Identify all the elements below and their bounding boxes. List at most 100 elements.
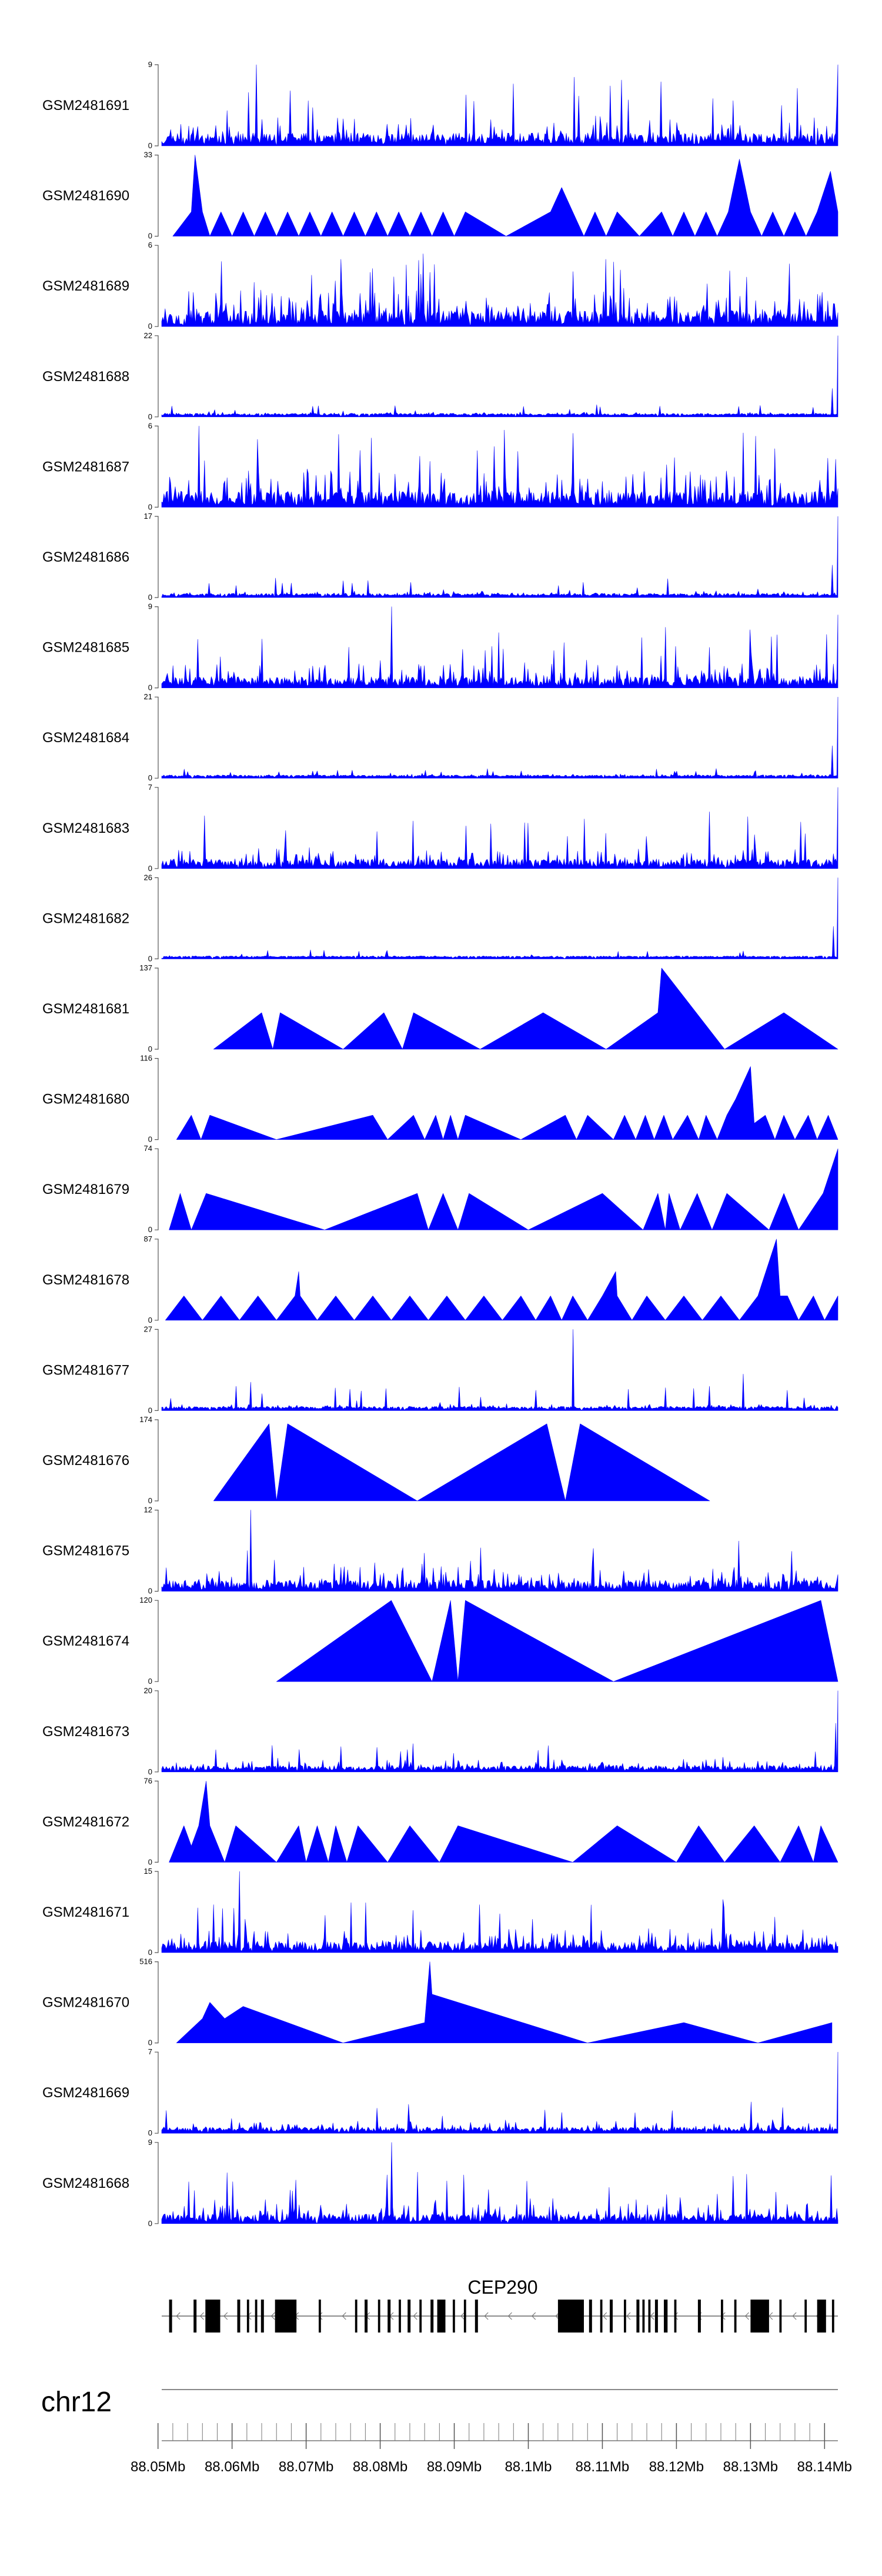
coverage-area bbox=[176, 1066, 838, 1140]
track-GSM2481679: GSM2481679 74 0 bbox=[42, 1144, 838, 1234]
track-name-label: GSM2481684 bbox=[42, 730, 129, 746]
coverage-area bbox=[176, 1961, 833, 2043]
track-GSM2481685: GSM2481685 9 0 bbox=[42, 602, 838, 692]
exon bbox=[600, 2300, 603, 2333]
track-name-label: GSM2481672 bbox=[42, 1814, 129, 1830]
coverage-tracks: GSM248169190GSM2481690330GSM248168960GSM… bbox=[42, 60, 838, 2228]
exon bbox=[636, 2300, 640, 2333]
track-name-label: GSM2481682 bbox=[42, 910, 129, 926]
gene-name-label: CEP290 bbox=[467, 2277, 537, 2298]
exon bbox=[237, 2300, 240, 2333]
track-y-axis bbox=[155, 1058, 159, 1140]
track-name-label: GSM2481681 bbox=[42, 1001, 129, 1017]
chromosome-label: chr12 bbox=[41, 2387, 112, 2418]
track-y-axis bbox=[155, 2051, 159, 2134]
track-ymax-label: 76 bbox=[144, 1776, 152, 1785]
track-GSM2481674: GSM2481674 120 0 bbox=[42, 1596, 838, 1686]
track-ymax-label: 74 bbox=[144, 1144, 152, 1153]
track-ymin-label: 0 bbox=[148, 593, 152, 602]
track-ymin-label: 0 bbox=[148, 954, 152, 963]
coverage-area bbox=[161, 1690, 838, 1773]
exon bbox=[205, 2300, 220, 2333]
exon bbox=[387, 2300, 391, 2333]
track-ymax-label: 15 bbox=[144, 1867, 152, 1876]
track-y-axis bbox=[155, 245, 159, 327]
track-name-label: GSM2481687 bbox=[42, 459, 129, 475]
track-name-label: GSM2481675 bbox=[42, 1543, 129, 1559]
track-y-axis bbox=[155, 1780, 159, 1863]
track-GSM2481675: GSM2481675 12 0 bbox=[42, 1506, 838, 1596]
track-ymax-label: 33 bbox=[144, 151, 152, 159]
track-GSM2481677: GSM2481677 27 0 bbox=[42, 1324, 838, 1414]
track-name-label: GSM2481676 bbox=[42, 1453, 129, 1469]
track-y-axis bbox=[155, 64, 159, 146]
track-ymax-label: 87 bbox=[144, 1234, 152, 1243]
track-GSM2481690: GSM2481690 33 0 bbox=[42, 151, 838, 241]
track-y-axis bbox=[155, 516, 159, 598]
track-y-axis bbox=[155, 335, 159, 418]
track-GSM2481672: GSM2481672 76 0 bbox=[42, 1776, 838, 1866]
strand-arrow bbox=[602, 2312, 607, 2320]
track-ymin-label: 0 bbox=[148, 1406, 152, 1414]
exon bbox=[817, 2300, 826, 2333]
track-ymax-label: 137 bbox=[139, 963, 152, 972]
axis-tick-label: 88.09Mb bbox=[427, 2459, 482, 2475]
genome-axis: 88.05Mb 88.06Mb 88.07Mb 88.08Mb 88.09Mb 88.1M… bbox=[131, 2423, 852, 2475]
track-ymax-label: 6 bbox=[148, 241, 152, 249]
track-ymax-label: 6 bbox=[148, 421, 152, 430]
exon bbox=[407, 2300, 411, 2333]
track-y-axis bbox=[155, 155, 159, 237]
track-ymin-label: 0 bbox=[148, 232, 152, 241]
track-name-label: GSM2481688 bbox=[42, 369, 129, 385]
axis-tick-label: 88.06Mb bbox=[205, 2459, 259, 2475]
strand-arrow bbox=[342, 2312, 346, 2320]
track-ymax-label: 21 bbox=[144, 692, 152, 701]
track-y-axis bbox=[155, 1148, 159, 1230]
track-name-label: GSM2481677 bbox=[42, 1362, 129, 1378]
exon bbox=[419, 2300, 422, 2333]
strand-arrow bbox=[531, 2312, 536, 2320]
axis-tick-label: 88.13Mb bbox=[723, 2459, 778, 2475]
track-name-label: GSM2481680 bbox=[42, 1092, 129, 1107]
strand-arrow bbox=[484, 2312, 489, 2320]
track-GSM2481670: GSM2481670 516 0 bbox=[42, 1957, 833, 2047]
track-GSM2481684: GSM2481684 21 0 bbox=[42, 692, 838, 782]
track-GSM2481683: GSM2481683 7 0 bbox=[42, 783, 838, 873]
track-ymax-label: 516 bbox=[139, 1957, 152, 1966]
track-y-axis bbox=[155, 787, 159, 869]
strand-arrow bbox=[744, 2312, 749, 2320]
track-name-label: GSM2481679 bbox=[42, 1182, 129, 1197]
track-y-axis bbox=[155, 967, 159, 1050]
track-name-label: GSM2481689 bbox=[42, 278, 129, 294]
track-ymax-label: 20 bbox=[144, 1686, 152, 1695]
exon bbox=[453, 2300, 455, 2333]
coverage-area bbox=[161, 516, 838, 598]
exon bbox=[275, 2300, 297, 2333]
coverage-area bbox=[161, 253, 838, 327]
exon bbox=[674, 2300, 677, 2333]
exon bbox=[255, 2300, 258, 2333]
track-name-label: GSM2481674 bbox=[42, 1633, 129, 1649]
coverage-area bbox=[161, 2142, 838, 2224]
track-y-axis bbox=[155, 1329, 159, 1411]
track-ymax-label: 9 bbox=[148, 60, 152, 69]
track-name-label: GSM2481685 bbox=[42, 640, 129, 656]
track-y-axis bbox=[155, 1600, 159, 1682]
track-GSM2481689: GSM2481689 6 0 bbox=[42, 241, 838, 331]
track-GSM2481687: GSM2481687 6 0 bbox=[42, 421, 838, 511]
track-GSM2481673: GSM2481673 20 0 bbox=[42, 1686, 838, 1776]
coverage-area bbox=[161, 1871, 838, 1953]
track-y-axis bbox=[155, 877, 159, 959]
exon bbox=[246, 2300, 249, 2333]
track-ymax-label: 174 bbox=[139, 1415, 152, 1424]
track-ymax-label: 26 bbox=[144, 873, 152, 882]
coverage-area bbox=[161, 335, 838, 418]
exon bbox=[399, 2300, 401, 2333]
track-y-axis bbox=[155, 696, 159, 779]
coverage-area bbox=[169, 1148, 838, 1230]
strand-arrow bbox=[413, 2312, 417, 2320]
exon bbox=[654, 2300, 658, 2333]
coverage-area bbox=[213, 1423, 710, 1501]
track-name-label: GSM2481673 bbox=[42, 1724, 129, 1740]
